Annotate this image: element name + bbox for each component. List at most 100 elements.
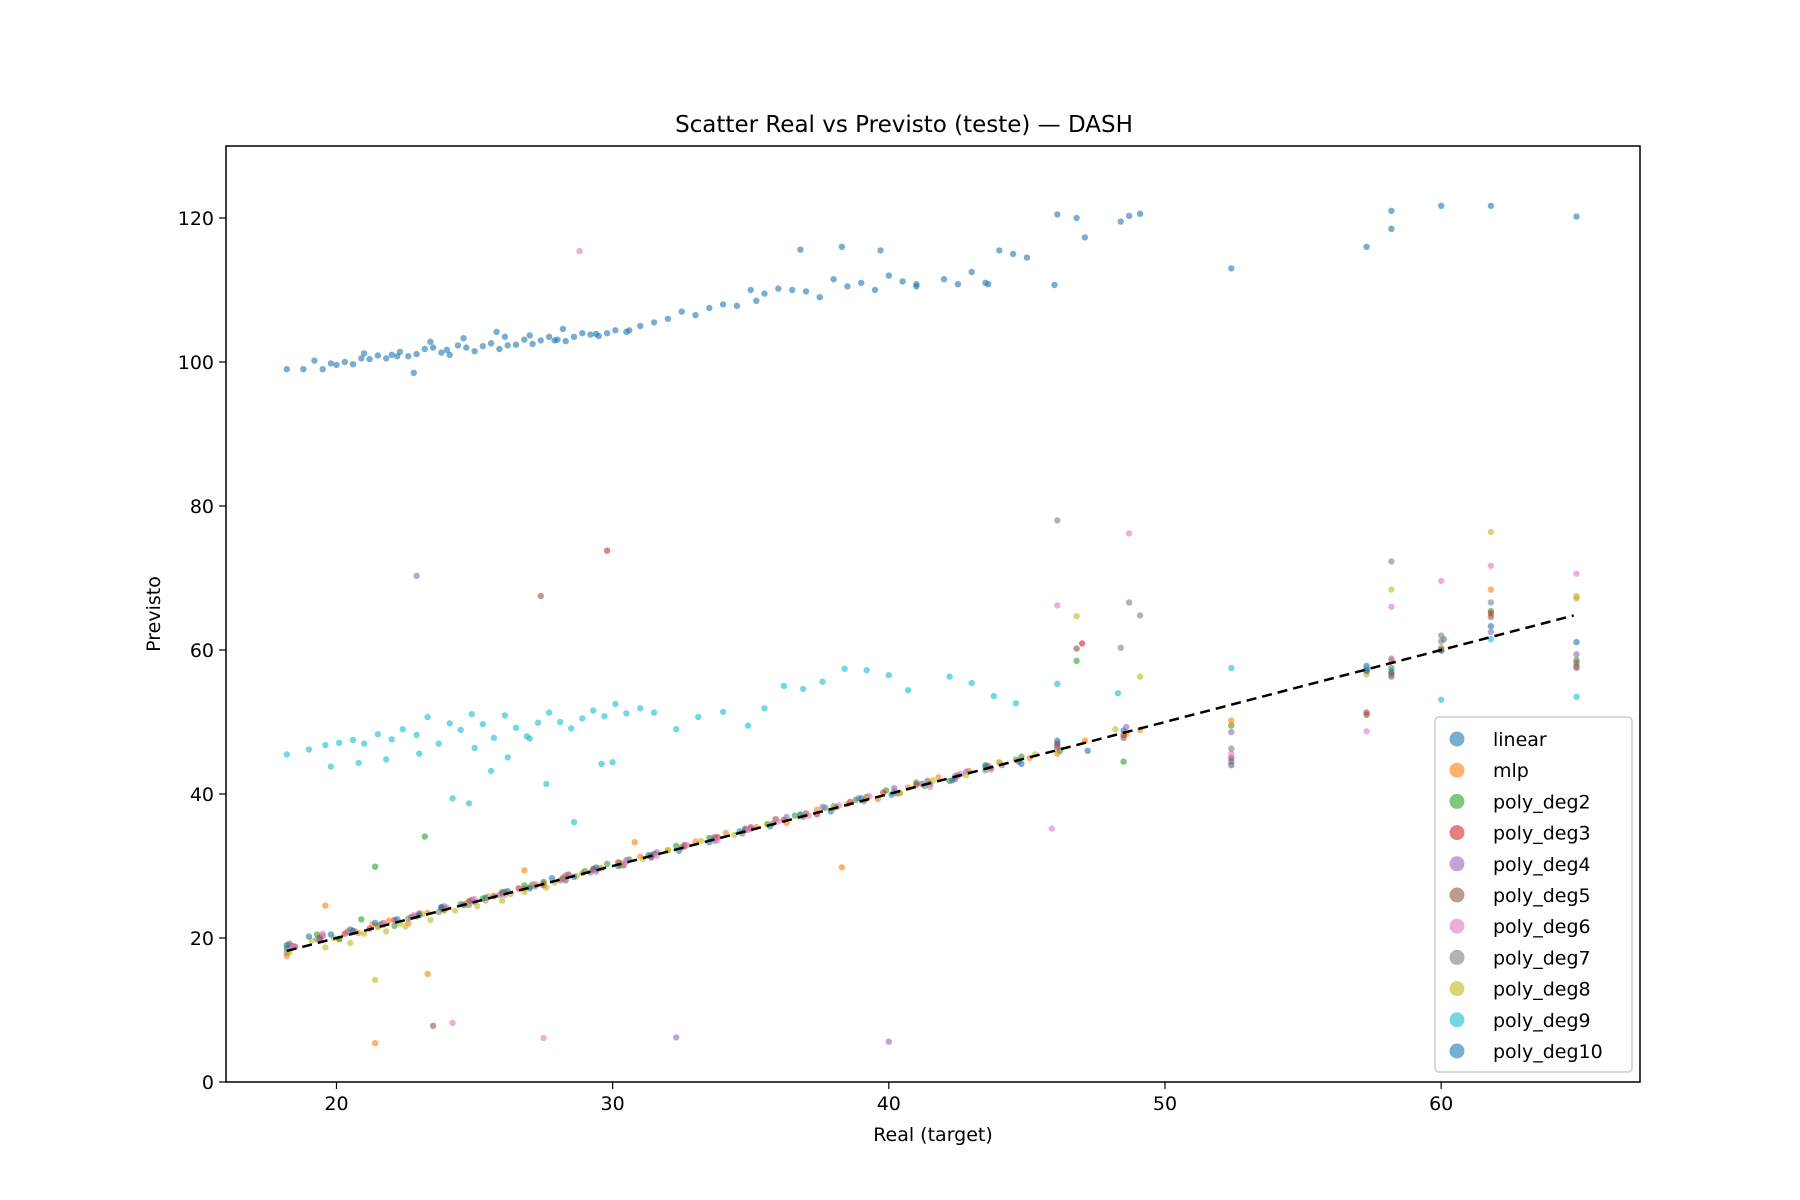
data-point — [490, 734, 498, 741]
data-point — [300, 366, 307, 373]
y-tick-label: 80 — [190, 496, 214, 518]
data-point — [526, 735, 533, 742]
data-point — [405, 915, 412, 922]
data-point — [1078, 640, 1086, 647]
data-point — [551, 337, 558, 344]
data-point — [1363, 728, 1370, 735]
data-point — [885, 272, 892, 279]
x-tick-label: 50 — [1153, 1093, 1177, 1115]
legend-label: poly_deg8 — [1493, 979, 1591, 1001]
data-point — [1048, 825, 1056, 832]
data-point — [714, 836, 721, 844]
data-point — [598, 760, 605, 767]
legend-marker — [1449, 762, 1465, 778]
data-point — [1228, 721, 1235, 729]
data-point — [838, 243, 846, 250]
legend-marker — [1449, 887, 1465, 903]
data-point — [603, 547, 611, 554]
data-point — [358, 916, 365, 923]
data-point — [487, 767, 495, 775]
data-point — [802, 288, 810, 295]
data-point — [1438, 577, 1445, 585]
data-point — [1228, 758, 1235, 765]
legend-label: poly_deg4 — [1493, 854, 1591, 876]
data-point — [311, 357, 318, 364]
data-point — [819, 678, 826, 685]
data-point — [1073, 214, 1080, 222]
legend-label: linear — [1493, 729, 1547, 751]
data-point — [1054, 211, 1061, 218]
data-point — [1120, 758, 1127, 765]
data-point — [1438, 632, 1445, 639]
data-point — [844, 283, 851, 290]
data-point — [421, 345, 428, 353]
data-point — [534, 719, 542, 726]
data-point — [1363, 243, 1370, 250]
data-point — [949, 777, 956, 784]
data-point — [383, 756, 390, 763]
data-point — [579, 330, 586, 337]
data-point — [1438, 696, 1445, 703]
data-point — [360, 350, 368, 357]
data-point — [371, 1039, 379, 1047]
data-point — [521, 336, 528, 343]
data-point — [1051, 281, 1058, 289]
data-point — [319, 366, 326, 373]
data-point — [722, 829, 730, 837]
data-point — [946, 673, 953, 680]
data-point — [1487, 528, 1495, 536]
data-point — [501, 712, 509, 719]
data-point — [1388, 225, 1395, 232]
data-point — [968, 679, 975, 687]
data-point — [305, 746, 313, 753]
legend-frame — [1434, 716, 1633, 1073]
data-point — [601, 713, 608, 720]
data-point — [1388, 603, 1395, 610]
data-point — [880, 789, 887, 796]
data-point — [1112, 726, 1119, 733]
data-point — [548, 875, 556, 882]
data-point — [487, 340, 495, 347]
data-point — [402, 923, 409, 930]
data-point — [562, 337, 569, 345]
data-point — [1388, 207, 1395, 214]
legend-label: mlp — [1493, 760, 1529, 782]
y-tick-label: 120 — [178, 208, 214, 230]
data-points-layer — [283, 202, 1580, 1047]
data-point — [468, 710, 475, 718]
data-point — [557, 718, 564, 726]
data-point — [673, 842, 680, 849]
data-point — [592, 330, 600, 338]
data-point — [521, 867, 528, 874]
data-point — [512, 341, 520, 348]
data-point — [1012, 700, 1020, 707]
legend-marker — [1449, 1043, 1465, 1059]
data-point — [349, 361, 357, 368]
y-tick-label: 20 — [190, 928, 214, 950]
data-point — [1573, 651, 1580, 658]
legend-marker — [1449, 731, 1465, 747]
data-point — [1487, 623, 1495, 630]
data-point — [1117, 218, 1125, 225]
series-poly-deg9 — [283, 636, 1580, 826]
data-point — [413, 572, 420, 579]
data-point — [385, 917, 393, 924]
data-point — [501, 333, 509, 340]
data-point — [733, 302, 741, 309]
data-point — [609, 759, 616, 766]
data-point — [1388, 586, 1395, 593]
data-point — [719, 708, 727, 716]
data-point — [1573, 664, 1580, 672]
data-point — [871, 286, 879, 294]
data-point — [1487, 562, 1495, 569]
data-point — [399, 726, 406, 733]
x-axis: 20 30 40 50 60 — [324, 1082, 1453, 1115]
data-point — [446, 351, 453, 358]
data-point — [838, 864, 846, 871]
data-point — [559, 325, 567, 333]
data-point — [388, 736, 395, 743]
data-point — [479, 721, 486, 728]
data-point — [429, 344, 437, 351]
data-point — [996, 247, 1003, 254]
data-point — [446, 720, 453, 727]
